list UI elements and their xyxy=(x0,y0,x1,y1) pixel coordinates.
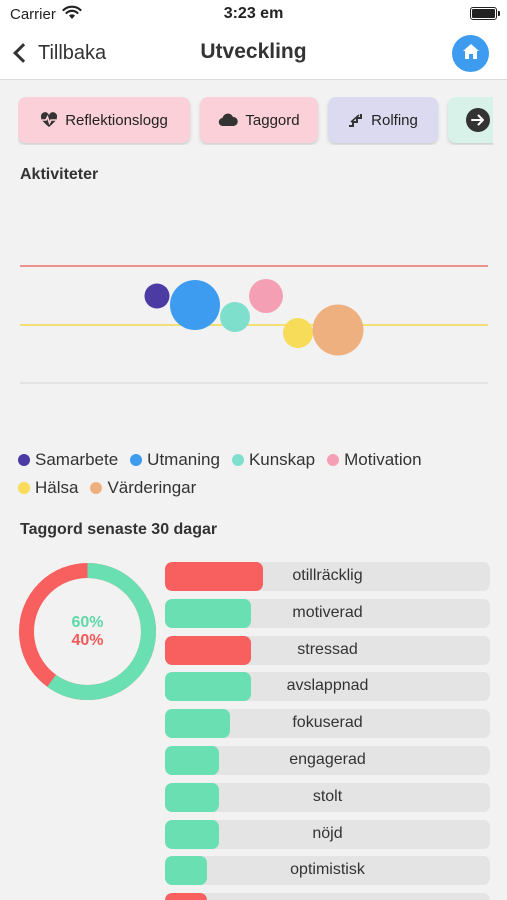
legend-dot xyxy=(18,454,30,466)
bubble-samarbete[interactable] xyxy=(144,283,170,309)
legend-dot xyxy=(231,454,244,466)
chip-label: Rolfing xyxy=(371,111,418,129)
legend-item-varderingar: Värderingar xyxy=(90,478,196,498)
tag-row[interactable]: optimistisk xyxy=(165,856,490,886)
taggord-word-list: otillräcklig motiverad stressad avslappnad f… xyxy=(165,562,490,900)
legend-dot xyxy=(130,454,143,466)
stairs-icon xyxy=(348,113,364,127)
legend-dot xyxy=(327,454,340,466)
tag-row[interactable]: otillräcklig xyxy=(165,562,490,591)
tag-bar-fill xyxy=(165,672,252,702)
tag-bar-fill xyxy=(165,635,252,665)
chip-label: Taggord xyxy=(245,111,300,129)
chip-label: Reflektionslogg xyxy=(65,111,168,129)
category-chip-row: Reflektionslogg Taggord Rolfing xyxy=(18,97,493,145)
negative-percent: 40% xyxy=(71,632,104,649)
tag-bar-fill xyxy=(165,856,208,886)
legend-dot xyxy=(18,482,30,494)
tag-row[interactable] xyxy=(165,893,490,900)
arrow-right-circle-icon xyxy=(466,108,490,132)
legend-row: Hälsa Värderingar xyxy=(18,474,488,502)
tag-bar-fill xyxy=(165,782,219,812)
positive-percent: 60% xyxy=(71,614,104,631)
tag-row[interactable]: fokuserad xyxy=(165,709,490,739)
tag-bar-fill xyxy=(165,745,219,775)
legend-row: Samarbete Utmaning Kunskap Motivation xyxy=(18,446,488,474)
tag-label: fokuserad xyxy=(292,714,363,732)
tag-label: avslappnad xyxy=(286,677,369,695)
tag-bar-fill xyxy=(165,562,263,591)
bubble-motivation[interactable] xyxy=(249,279,283,313)
tag-row[interactable]: nöjd xyxy=(165,819,490,849)
tag-label: motiverad xyxy=(292,603,363,621)
tag-label: engagerad xyxy=(289,750,366,768)
chip-reflektionslogg[interactable]: Reflektionslogg xyxy=(18,97,190,143)
tag-row[interactable]: stressad xyxy=(165,635,490,665)
bubble-varderingar[interactable] xyxy=(312,304,364,356)
carrier-label: Carrier xyxy=(10,6,56,23)
home-button[interactable] xyxy=(452,35,489,72)
cloud-icon xyxy=(218,113,239,127)
chip-next-scroll[interactable] xyxy=(448,97,493,143)
tag-label: nöjd xyxy=(312,824,343,842)
taggord-donut-chart xyxy=(19,563,156,700)
tag-label: optimistisk xyxy=(290,861,365,879)
donut-positive-segment xyxy=(19,563,156,700)
bubble-kunskap[interactable] xyxy=(220,302,250,332)
legend-item-halsa: Hälsa xyxy=(18,478,78,498)
legend-item-kunskap: Kunskap xyxy=(231,450,316,470)
tag-bar-fill xyxy=(165,709,230,739)
legend-dot xyxy=(90,482,103,494)
legend-item-utmaning: Utmaning xyxy=(130,450,220,470)
tag-label: stolt xyxy=(312,787,343,805)
navigation-bar: Tillbaka Utveckling xyxy=(0,28,507,80)
status-bar: Carrier 3:23 em xyxy=(0,0,507,28)
back-button[interactable]: Tillbaka xyxy=(10,38,106,68)
legend-label: Utmaning xyxy=(147,450,220,469)
back-label: Tillbaka xyxy=(38,41,107,64)
chip-rolfing[interactable]: Rolfing xyxy=(328,97,438,143)
legend-item-samarbete: Samarbete xyxy=(18,450,118,470)
tag-bar-fill xyxy=(165,893,208,900)
activities-bubble-chart xyxy=(20,265,488,384)
tag-label: stressad xyxy=(297,640,358,658)
tag-row[interactable]: stolt xyxy=(165,782,490,812)
bubble-utmaning[interactable] xyxy=(170,280,220,330)
wifi-icon xyxy=(62,5,82,25)
donut-percentages: 60% 40% xyxy=(18,614,157,650)
tag-bar-fill xyxy=(165,598,252,628)
activities-legend: Samarbete Utmaning Kunskap Motivation Hä… xyxy=(18,446,488,502)
heart-pulse-icon xyxy=(40,112,58,128)
clock: 3:23 em xyxy=(223,5,284,22)
legend-label: Kunskap xyxy=(248,450,316,469)
tag-row[interactable]: motiverad xyxy=(165,598,490,628)
legend-item-motivation: Motivation xyxy=(327,450,422,470)
legend-label: Samarbete xyxy=(35,450,119,469)
legend-label: Värderingar xyxy=(107,478,197,497)
legend-label: Motivation xyxy=(344,450,422,469)
chip-taggord[interactable]: Taggord xyxy=(200,97,318,143)
section-title-aktiviteter: Aktiviteter xyxy=(20,166,99,183)
bubble-halsa[interactable] xyxy=(283,318,313,348)
page-title: Utveckling xyxy=(200,40,307,63)
legend-label: Hälsa xyxy=(35,478,79,497)
tag-label: otillräcklig xyxy=(292,567,363,584)
tag-row[interactable]: engagerad xyxy=(165,745,490,775)
battery-icon xyxy=(470,7,500,20)
home-icon xyxy=(462,43,480,65)
section-title-taggord: Taggord senaste 30 dagar xyxy=(20,521,218,538)
tag-row[interactable]: avslappnad xyxy=(165,672,490,702)
tag-bar-fill xyxy=(165,819,219,849)
